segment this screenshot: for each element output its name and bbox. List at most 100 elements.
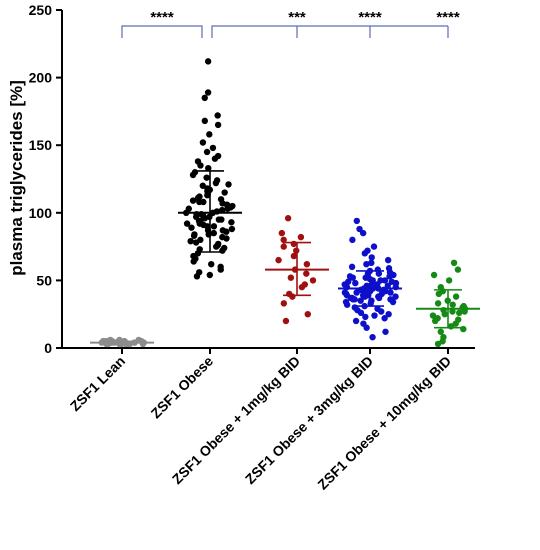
significance-brackets: **** *** **** **** bbox=[121, 9, 460, 38]
x-category-label: ZSF1 Obese + 3mg/kg BID bbox=[242, 353, 376, 487]
data-point bbox=[309, 277, 317, 284]
y-ticks: 0 50 100 150 200 250 bbox=[29, 2, 62, 356]
data-point bbox=[392, 293, 399, 300]
data-point bbox=[435, 290, 443, 298]
data-point bbox=[206, 131, 213, 138]
data-point bbox=[304, 311, 311, 318]
data-point bbox=[361, 290, 369, 298]
data-point bbox=[429, 312, 437, 319]
data-point bbox=[349, 236, 356, 244]
y-tick-label: 100 bbox=[29, 205, 53, 221]
data-point bbox=[455, 309, 463, 317]
data-point bbox=[188, 224, 195, 231]
data-point bbox=[368, 254, 375, 261]
data-point bbox=[375, 294, 383, 302]
data-point bbox=[441, 311, 448, 318]
data-point bbox=[204, 58, 212, 65]
data-point bbox=[211, 155, 219, 162]
data-point bbox=[228, 219, 235, 226]
data-point bbox=[197, 162, 204, 169]
data-point bbox=[352, 317, 360, 325]
data-point bbox=[189, 171, 197, 179]
data-point bbox=[213, 243, 220, 250]
data-point bbox=[280, 300, 288, 307]
data-point bbox=[359, 229, 367, 237]
data-point bbox=[203, 148, 211, 156]
data-point bbox=[381, 315, 388, 322]
data-point bbox=[363, 324, 370, 331]
data-point bbox=[454, 266, 462, 273]
data-point bbox=[449, 308, 456, 315]
data-point bbox=[460, 302, 467, 310]
data-point bbox=[199, 139, 207, 146]
data-point bbox=[348, 263, 356, 271]
data-point bbox=[375, 270, 383, 277]
y-tick-label: 50 bbox=[36, 272, 52, 288]
data-point bbox=[201, 94, 208, 102]
data-point bbox=[370, 243, 378, 250]
data-point bbox=[461, 308, 468, 315]
data-point bbox=[210, 223, 218, 230]
data-point bbox=[437, 328, 444, 335]
data-point bbox=[190, 258, 197, 265]
data-point bbox=[384, 282, 392, 290]
data-point bbox=[341, 289, 349, 296]
data-point bbox=[341, 281, 348, 288]
data-point bbox=[204, 192, 211, 199]
data-point bbox=[298, 283, 306, 291]
data-point bbox=[387, 296, 394, 303]
data-point bbox=[378, 308, 385, 315]
data-point bbox=[369, 277, 376, 284]
data-point bbox=[353, 217, 361, 225]
data-point bbox=[303, 260, 311, 268]
data-point bbox=[430, 271, 438, 279]
data-point bbox=[362, 313, 369, 321]
data-point bbox=[452, 293, 460, 300]
data-point bbox=[192, 239, 200, 246]
data-point bbox=[357, 309, 365, 317]
data-point bbox=[223, 235, 230, 242]
x-category-label: ZSF1 Obese bbox=[148, 353, 217, 422]
y-tick-label: 0 bbox=[44, 340, 52, 356]
data-point bbox=[352, 279, 359, 287]
y-tick-label: 150 bbox=[29, 137, 53, 153]
data-point bbox=[209, 144, 217, 152]
data-point bbox=[205, 231, 212, 238]
data-point bbox=[369, 333, 376, 341]
data-point bbox=[214, 112, 221, 119]
data-point bbox=[371, 312, 378, 319]
data-point bbox=[208, 260, 215, 268]
significance-bracket bbox=[121, 25, 203, 38]
data-point bbox=[218, 206, 226, 214]
data-point bbox=[275, 256, 282, 264]
y-tick-label: 250 bbox=[29, 2, 53, 18]
data-point bbox=[191, 231, 198, 238]
error-bars bbox=[90, 170, 480, 345]
x-category-label: ZSF1 Lean bbox=[67, 353, 128, 414]
data-point bbox=[384, 256, 392, 264]
data-point bbox=[197, 217, 204, 225]
data-point bbox=[218, 216, 225, 223]
data-point bbox=[434, 300, 442, 307]
data-point bbox=[201, 117, 209, 125]
data-point bbox=[212, 179, 220, 187]
data-point bbox=[363, 260, 370, 268]
data-points bbox=[98, 58, 469, 348]
data-point bbox=[200, 198, 207, 206]
data-point bbox=[280, 236, 287, 244]
data-point bbox=[206, 271, 214, 279]
data-point bbox=[356, 225, 363, 233]
data-point bbox=[379, 288, 387, 295]
significance-label: **** bbox=[150, 9, 174, 26]
data-point bbox=[387, 289, 394, 296]
data-point bbox=[357, 297, 364, 304]
data-point bbox=[445, 277, 453, 284]
data-point bbox=[185, 205, 192, 212]
data-point bbox=[381, 277, 389, 284]
y-tick-label: 200 bbox=[29, 70, 53, 86]
data-point bbox=[204, 89, 212, 96]
data-point bbox=[187, 237, 194, 245]
data-point bbox=[386, 273, 393, 280]
